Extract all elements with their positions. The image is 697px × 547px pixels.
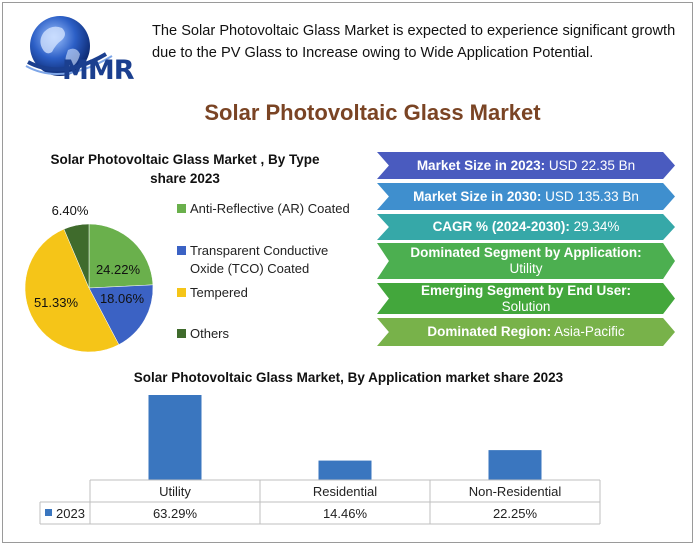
bar [318,460,372,480]
fact-banner: Market Size in 2023: USD 22.35 Bn [377,152,675,179]
fact-text: Market Size in 2023: USD 22.35 Bn [417,158,635,174]
logo-text: MMR [62,55,135,86]
fact-text: Market Size in 2030: USD 135.33 Bn [413,189,639,205]
pie-slice [24,228,120,353]
fact-banner: Market Size in 2030: USD 135.33 Bn [377,183,675,210]
fact-key: Market Size in 2030: [413,188,542,204]
fact-key: CAGR % (2024-2030): [432,219,570,234]
pie-data-label: 24.22% [96,262,141,277]
pie-slice [88,223,154,289]
page-title: Solar Photovoltaic Glass Market [204,100,541,125]
pie-data-label: 6.40% [52,203,89,218]
fact-value: Solution [501,298,551,314]
legend-swatch [177,288,186,297]
pie-data-label: 51.33% [34,295,79,310]
x-axis-tick-label: Residential [313,484,377,499]
fact-text: Emerging Segment by End User: Solution [399,282,653,314]
pie-data-label: 18.06% [100,291,145,306]
fact-value: USD 135.33 Bn [541,188,639,204]
pie-chart-title: Solar Photovoltaic Glass Market , By Typ… [50,152,320,186]
intro-text: The Solar Photovoltaic Glass Market is e… [152,23,676,61]
fact-banner: Emerging Segment by End User: Solution [377,283,675,314]
fact-value: 29.34% [569,219,620,234]
bar [148,395,202,480]
legend-swatch [45,509,52,516]
x-axis-tick-label: Utility [159,484,191,499]
fact-key: Market Size in 2023: [416,157,546,173]
legend-swatch [177,204,186,213]
bar [488,450,542,480]
legend-label: Anti-Reflective (AR) Coated [190,201,350,216]
mmr-logo-icon [25,16,113,76]
pie-slice [63,223,90,289]
fact-banner: Dominated Region: Asia-Pacific [377,318,675,346]
fact-banner: Dominated Segment by Application: Utilit… [377,243,675,279]
fact-key: Dominated Segment by Application: [410,245,642,260]
data-table-value: 14.46% [323,506,368,521]
fact-key: Emerging Segment by End User: [420,282,632,298]
data-table-grid [39,479,601,525]
legend-item: Tempered [177,284,362,302]
fact-text: Dominated Segment by Application: Utilit… [399,245,653,277]
fact-text: Dominated Region: Asia-Pacific [427,324,624,340]
pie-slice [88,284,154,345]
data-table-value: 22.25% [493,506,538,521]
legend-label: Transparent Conductive Oxide (TCO) Coate… [190,243,329,276]
legend-item: Anti-Reflective (AR) Coated [177,200,362,218]
legend-label: Tempered [190,285,248,300]
series-legend-label: 2023 [56,506,85,521]
bar-chart-title: Solar Photovoltaic Glass Market, By Appl… [133,370,564,385]
fact-text: CAGR % (2024-2030): 29.34% [433,219,620,235]
legend-item: Others [177,325,362,343]
legend-swatch [177,329,186,338]
fact-key: Dominated Region: [427,324,552,339]
data-table-value: 63.29% [153,506,198,521]
legend-swatch [177,246,186,255]
legend-label: Others [190,326,230,341]
fact-value: USD 22.35 Bn [545,157,636,173]
fact-banner: CAGR % (2024-2030): 29.34% [377,214,675,240]
legend-item: Transparent Conductive Oxide (TCO) Coate… [177,242,362,278]
fact-value: Asia-Pacific [551,324,625,339]
fact-value: Utility [509,261,543,276]
x-axis-tick-label: Non-Residential [469,484,562,499]
